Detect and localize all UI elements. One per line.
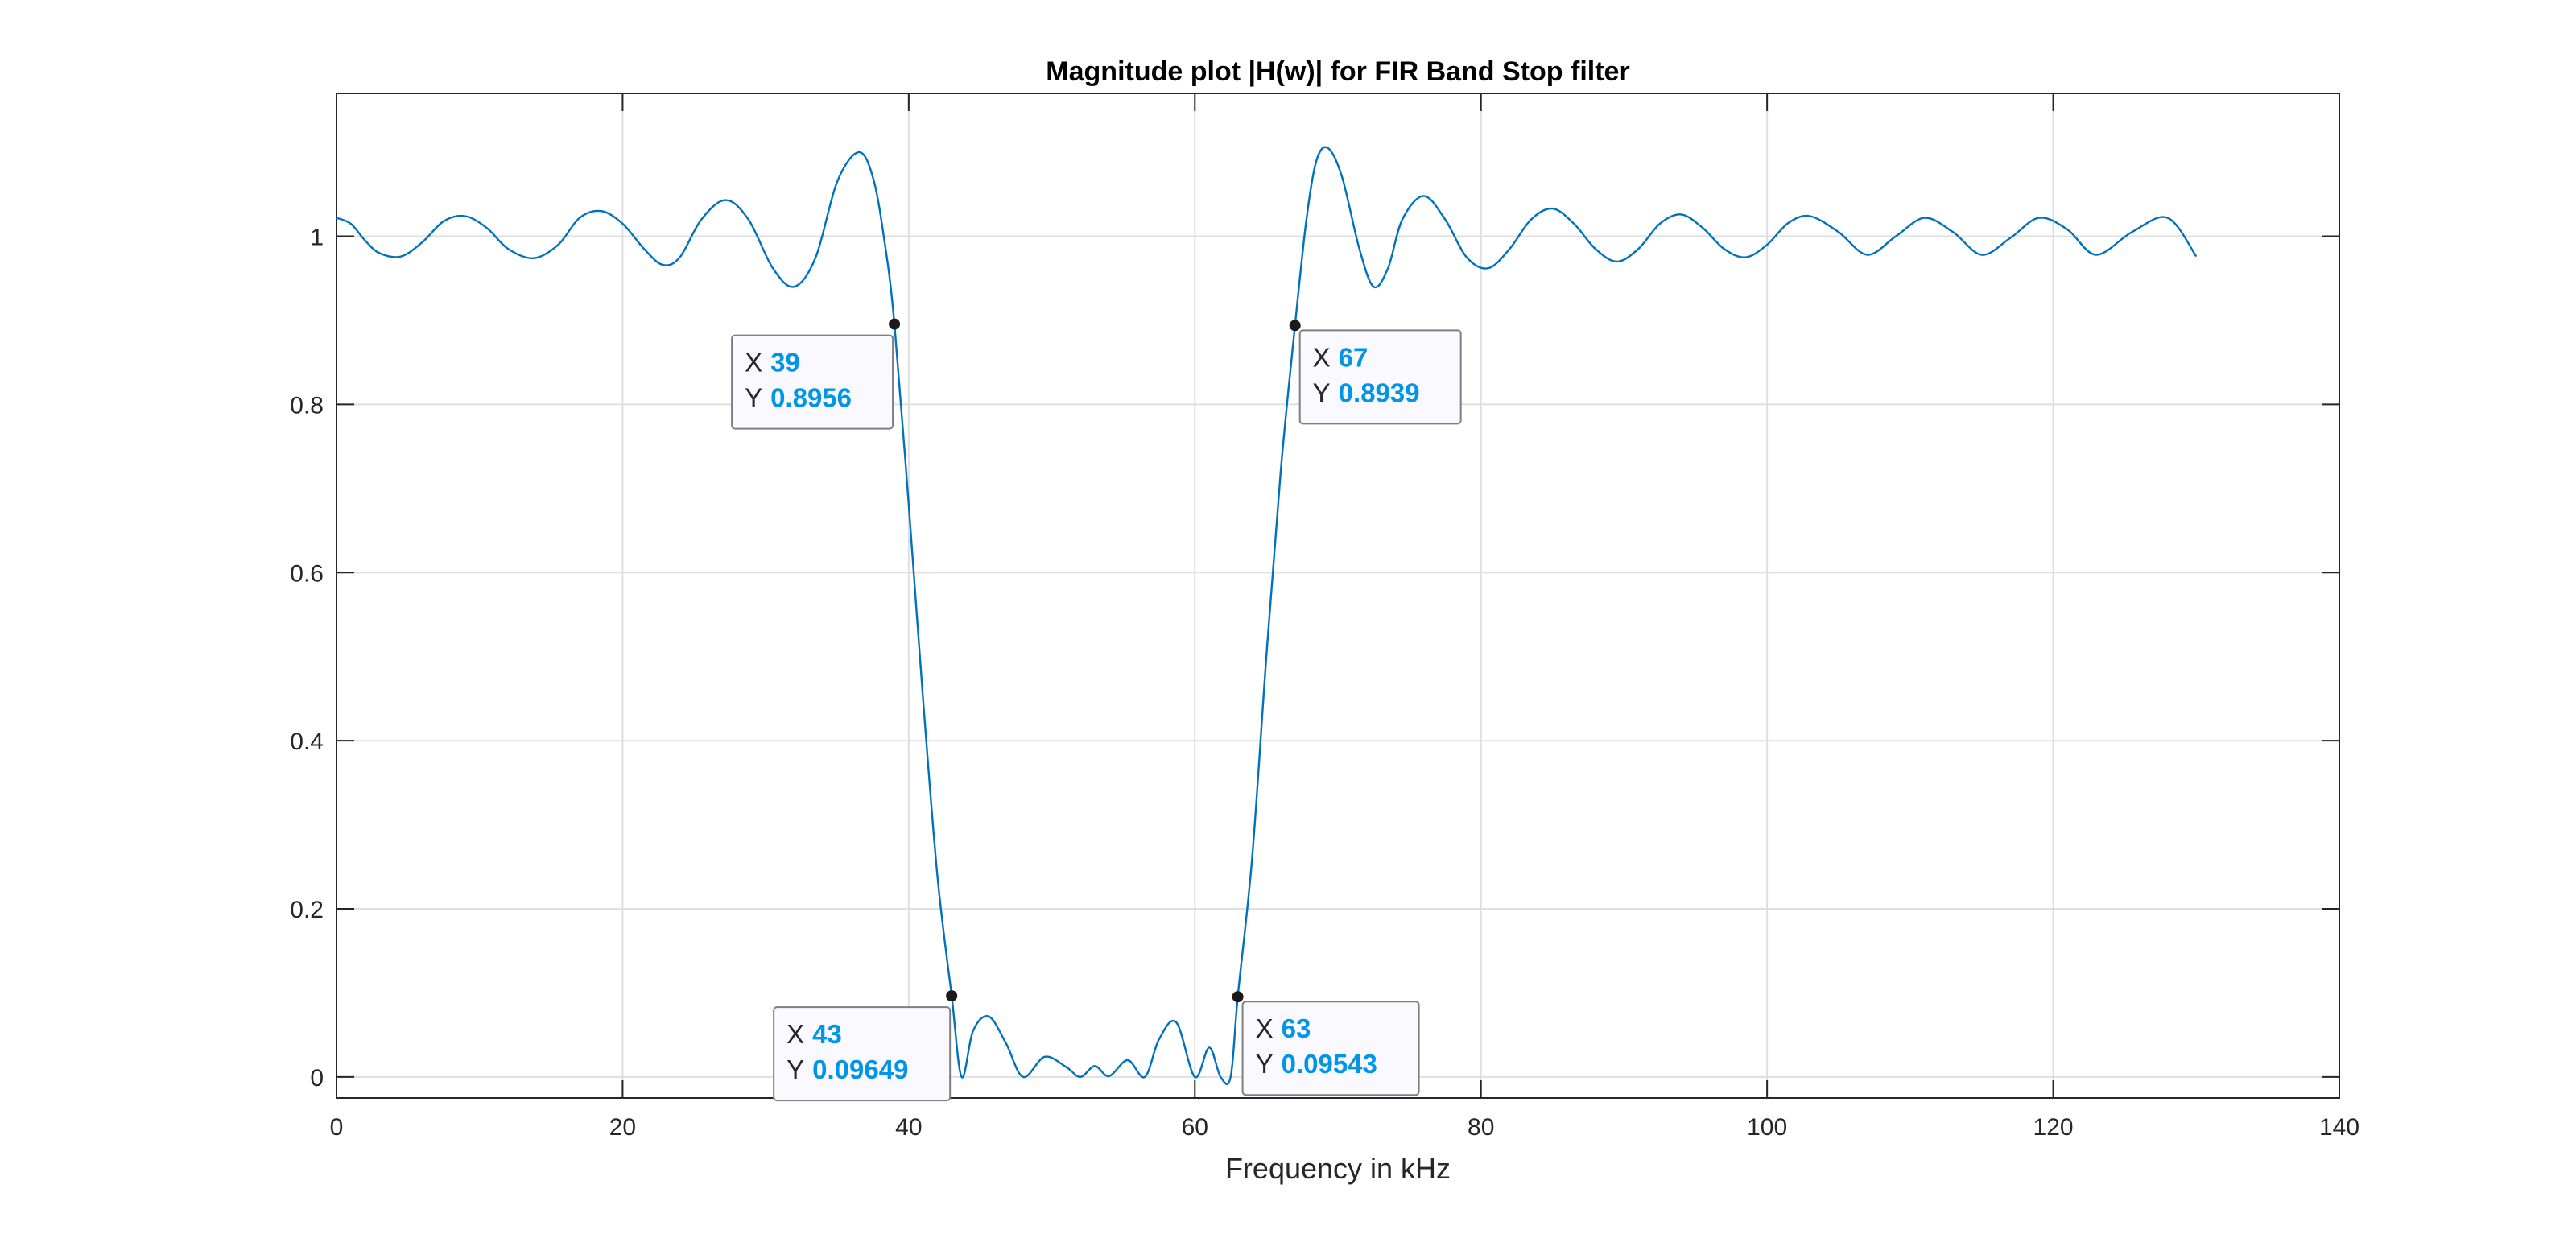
datatip-box	[1298, 329, 1462, 425]
datatip-box	[773, 1006, 952, 1102]
chart-title: Magnitude plot |H(w)| for FIR Band Stop …	[1046, 56, 1629, 87]
datatip-x-label: X	[745, 348, 762, 378]
datatip: X 63 Y 0.09543	[1232, 991, 1420, 1096]
datatip-y-value: 0.8939	[1339, 378, 1420, 407]
datatip-y-label: Y	[786, 1054, 804, 1084]
datatip: X 43 Y 0.09649	[773, 990, 958, 1102]
x-tick-label: 80	[1468, 1114, 1494, 1141]
series-line	[336, 146, 2198, 1086]
y-tick-label: 1	[310, 225, 324, 251]
datatip-x-value: 43	[812, 1019, 842, 1049]
axes-box	[336, 93, 2340, 1099]
datatip-x-label: X	[1313, 342, 1331, 372]
datatip-x-value: 67	[1339, 342, 1368, 372]
datatip-box	[1241, 1001, 1420, 1096]
datatip: X 39 Y 0.8956	[731, 318, 901, 430]
x-tick-label: 120	[2033, 1114, 2074, 1141]
x-tick-label: 0	[330, 1114, 344, 1141]
datatip-marker	[1289, 320, 1301, 332]
datatip-box	[731, 334, 894, 430]
x-axis-label: Frequency in kHz	[1225, 1152, 1451, 1185]
y-tick-label: 0.2	[290, 897, 324, 923]
datatip: X 67 Y 0.8939	[1289, 320, 1462, 425]
datatip-y-label: Y	[1256, 1049, 1274, 1079]
axes: 0 20 40 60 80 100 120 140 0 0.2 0.4 0.6 0.8 1	[290, 93, 2359, 1141]
x-tick-label: 20	[609, 1114, 636, 1141]
datatip-y-label: Y	[745, 383, 762, 413]
datatip-marker	[946, 990, 958, 1002]
x-tick-label: 140	[2319, 1114, 2359, 1141]
y-tick-label: 0	[310, 1065, 324, 1092]
datatip-marker	[889, 318, 901, 330]
datatip-y-value: 0.09649	[812, 1054, 908, 1084]
y-tick-label: 0.8	[290, 392, 324, 419]
datatip-x-label: X	[1256, 1013, 1274, 1043]
datatip-y-label: Y	[1313, 378, 1331, 407]
x-tick-label: 100	[1747, 1114, 1787, 1141]
datatip-marker	[1232, 991, 1244, 1003]
datatips: X 39 Y 0.8956 X 67 Y 0.8939 X 43 Y 0.09649 X 63 Y 0.095…	[731, 318, 1462, 1102]
x-tick-label: 40	[895, 1114, 922, 1141]
datatip-y-value: 0.8956	[770, 383, 852, 413]
x-tick-label: 60	[1182, 1114, 1208, 1141]
datatip-y-value: 0.09543	[1282, 1049, 1377, 1079]
series-layer	[336, 146, 2198, 1086]
datatip-x-label: X	[786, 1019, 804, 1049]
y-tick-label: 0.4	[290, 728, 324, 755]
datatip-x-value: 39	[770, 348, 800, 378]
datatip-x-value: 63	[1282, 1013, 1311, 1043]
y-tick-label: 0.6	[290, 560, 324, 587]
